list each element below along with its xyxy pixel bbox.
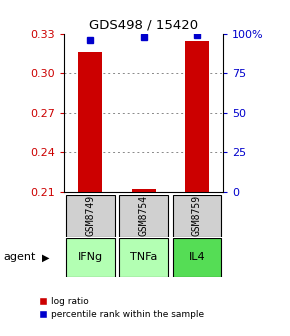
Bar <box>66 238 115 277</box>
Text: TNFa: TNFa <box>130 252 157 262</box>
Title: GDS498 / 15420: GDS498 / 15420 <box>89 18 198 31</box>
Bar <box>185 41 209 192</box>
Text: IL4: IL4 <box>188 252 205 262</box>
Text: GSM8749: GSM8749 <box>85 195 95 237</box>
Text: IFNg: IFNg <box>78 252 103 262</box>
Bar <box>119 238 168 277</box>
Bar <box>173 195 221 237</box>
Text: GSM8754: GSM8754 <box>139 195 148 237</box>
Text: GSM8759: GSM8759 <box>192 195 202 237</box>
Text: agent: agent <box>3 252 35 262</box>
Bar <box>78 52 102 192</box>
Bar <box>132 189 155 192</box>
Bar <box>173 238 221 277</box>
Bar <box>66 195 115 237</box>
Text: ▶: ▶ <box>42 252 50 262</box>
Legend: log ratio, percentile rank within the sample: log ratio, percentile rank within the sa… <box>39 297 204 319</box>
Bar <box>119 195 168 237</box>
